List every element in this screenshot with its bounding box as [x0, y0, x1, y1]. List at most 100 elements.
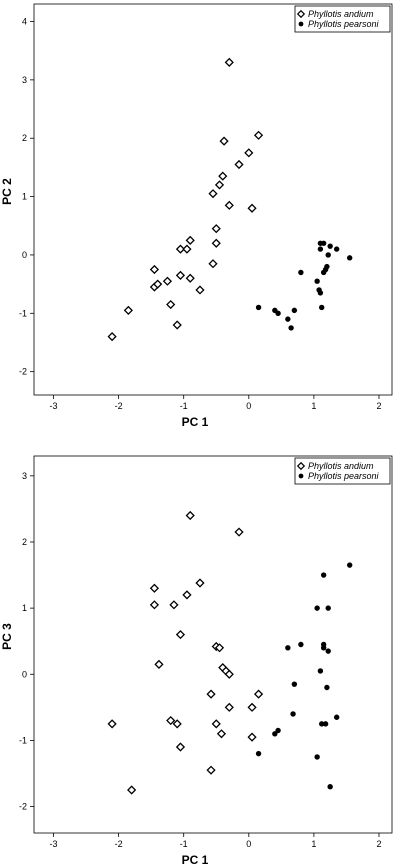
data-point-pearsoni [320, 641, 327, 648]
data-point-pearsoni [255, 750, 262, 757]
legend-marker-andium [296, 9, 306, 19]
data-point-pearsoni [317, 246, 324, 252]
data-point-andium [127, 785, 137, 795]
y-tick-label: -1 [19, 735, 27, 745]
x-axis-title: PC 1 [182, 415, 209, 429]
data-point-andium [218, 171, 228, 181]
legend-label: Phyllotis pearsoni [308, 471, 380, 481]
data-point-andium [224, 702, 234, 712]
data-point-pearsoni [333, 246, 340, 252]
data-point-pearsoni [320, 240, 327, 246]
data-point-andium [214, 180, 225, 190]
data-point-andium [123, 305, 133, 315]
data-point-andium [219, 136, 229, 146]
x-tick-label: 2 [376, 839, 381, 849]
data-point-pearsoni [288, 325, 294, 331]
x-tick-label: -2 [115, 839, 123, 849]
x-tick-label: -3 [50, 401, 58, 411]
x-tick-label: -2 [115, 401, 123, 411]
x-tick-label: 0 [246, 401, 251, 411]
data-point-andium [206, 689, 216, 699]
data-point-pearsoni [314, 605, 320, 611]
x-tick-label: -3 [50, 839, 58, 849]
data-point-pearsoni [327, 784, 333, 790]
chart-panel-2: -3 -2 -1 0 1 2 -2 -1 0 1 2 3 PC 1 PC 3 Phyllotis andiu… [0, 455, 393, 867]
data-point-andium [253, 130, 264, 140]
y-axis-title: PC 3 [0, 623, 14, 650]
y-tick-label: 0 [22, 669, 27, 679]
data-point-andium [244, 148, 254, 158]
data-point-pearsoni [275, 310, 281, 316]
data-point-pearsoni [320, 572, 327, 578]
data-point-pearsoni [325, 252, 331, 258]
data-point-andium [216, 729, 227, 739]
y-tick-label: -2 [19, 367, 27, 377]
y-tick-label: 2 [22, 537, 27, 547]
data-point-pearsoni [275, 727, 281, 734]
y-tick-label: 1 [22, 603, 27, 613]
data-point-pearsoni [298, 269, 304, 276]
data-point-andium [149, 600, 160, 610]
y-tick-label: 3 [22, 75, 27, 85]
data-point-andium [166, 299, 176, 310]
data-point-andium [162, 276, 173, 286]
data-point-andium [185, 273, 195, 283]
data-point-pearsoni [319, 304, 325, 311]
data-point-andium [224, 200, 234, 210]
legend-label: Phyllotis andium [308, 9, 374, 19]
data-point-andium [206, 765, 216, 775]
data-point-pearsoni [290, 711, 296, 717]
data-point-andium [149, 583, 160, 593]
data-point-andium [107, 719, 117, 729]
data-point-pearsoni [314, 754, 320, 760]
data-point-pearsoni [319, 721, 325, 727]
data-point-andium [214, 643, 225, 653]
data-point-andium [107, 332, 117, 342]
data-point-andium [172, 320, 182, 330]
y-axis-title: PC 2 [0, 178, 14, 205]
data-point-pearsoni [322, 721, 329, 727]
legend-marker-pearsoni [298, 21, 304, 27]
legend-marker-pearsoni [298, 473, 304, 479]
legend-marker-andium [296, 461, 306, 471]
data-point-pearsoni [272, 731, 278, 737]
legend-label: Phyllotis pearsoni [308, 19, 380, 29]
data-point-pearsoni [291, 307, 298, 314]
data-point-andium [172, 719, 182, 729]
data-point-andium [234, 527, 244, 537]
data-point-andium [185, 510, 195, 521]
data-point-andium [208, 189, 218, 199]
x-tick-label: -1 [180, 401, 188, 411]
chart-panel-1: -3 -2 -1 0 1 2 -2 -1 0 1 2 3 4 PC 1 PC 2 Phyllotis andi… [0, 3, 393, 429]
data-point-andium [208, 259, 218, 269]
data-point-pearsoni [255, 304, 262, 311]
plot-frame [33, 3, 393, 396]
data-point-andium [182, 590, 192, 600]
data-point-pearsoni [325, 648, 331, 654]
data-point-pearsoni [285, 645, 291, 651]
data-point-andium [224, 669, 234, 679]
data-point-pearsoni [324, 263, 330, 270]
data-point-pearsoni [325, 605, 331, 611]
data-point-pearsoni [291, 681, 298, 687]
data-point-andium [234, 159, 244, 170]
data-point-pearsoni [285, 316, 291, 322]
x-tick-label: 2 [376, 401, 381, 411]
data-point-pearsoni [298, 641, 304, 648]
data-point-pearsoni [346, 562, 353, 568]
y-tick-label: -2 [19, 802, 27, 812]
data-point-andium [175, 270, 186, 280]
data-point-pearsoni [317, 668, 324, 674]
y-tick-label: 4 [22, 17, 27, 27]
data-point-andium [169, 600, 179, 610]
y-tick-label: 3 [22, 471, 27, 481]
data-point-andium [224, 57, 234, 67]
data-point-andium [247, 702, 257, 712]
data-point-pearsoni [317, 290, 324, 296]
data-point-pearsoni [324, 684, 330, 691]
data-point-andium [153, 279, 163, 289]
data-point-andium [175, 742, 186, 752]
